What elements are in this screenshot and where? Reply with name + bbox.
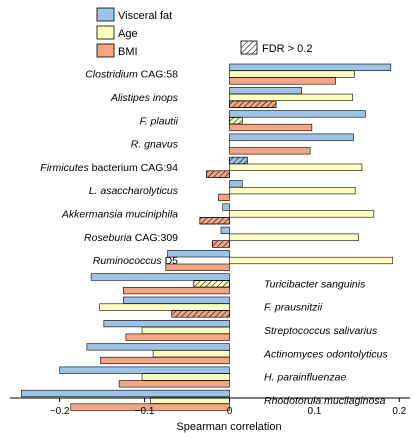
bar-bmi-3 (229, 147, 311, 155)
category-label-8: Ruminococcus D5 (93, 255, 178, 267)
bar-age-0 (229, 70, 355, 78)
legend-swatch-visceral-fat (96, 7, 115, 22)
x-tick-label-2: 0 (227, 406, 233, 417)
category-label-11: Streptococcus salivarius (264, 325, 378, 337)
category-label-13: H. parainfluenzae (264, 372, 346, 384)
bar-visceral-fat-0 (229, 63, 392, 71)
bar-age-1 (229, 93, 353, 101)
category-label-4: Firmicutes bacterium CAG:94 (40, 162, 178, 174)
bar-hatch-bmi-1 (229, 100, 277, 108)
category-label-3: R. gnavus (131, 139, 179, 151)
bar-bmi-13 (118, 380, 230, 388)
bar-age-10 (99, 303, 230, 311)
bar-visceral-fat-2 (229, 110, 366, 118)
legend-swatch-fdr-hatch (240, 40, 258, 55)
bar-hatch-bmi-7 (212, 240, 230, 248)
bar-age-6 (229, 210, 375, 218)
category-label-1: Alistipes inops (110, 92, 179, 104)
legend-label-bmi: BMI (118, 46, 138, 58)
legend-swatch-bmi (96, 43, 115, 58)
legend-swatch-age (96, 25, 115, 40)
bar-bmi-2 (229, 123, 313, 132)
x-axis-ticks: −0.2 −0.1 0 0.1 0.2 (50, 398, 407, 417)
bar-bmi-14 (70, 403, 230, 411)
x-axis: −0.2 −0.1 0 0.1 0.2 Spearman correlation (10, 397, 410, 433)
legend-label-age: Age (118, 28, 138, 40)
bar-age-4 (229, 163, 363, 171)
category-label-9: Turicibacter sanguinis (264, 278, 366, 290)
bar-hatch-bmi-4 (206, 170, 230, 178)
category-label-10: F. prausnitzii (264, 302, 323, 314)
bar-visceral-fat-10 (123, 296, 230, 304)
bar-visceral-fat-1 (229, 87, 302, 95)
bar-visceral-fat-9 (90, 273, 230, 281)
legend-label-fdr: FDR > 0.2 (262, 43, 312, 55)
bar-age-12 (152, 350, 230, 358)
category-label-12: Actinomyces odontolyticus (263, 348, 388, 360)
x-tick-label-3: 0.1 (307, 406, 321, 417)
bar-visceral-fat-14 (21, 389, 230, 398)
bar-hatch-visceral-fat-4 (229, 156, 248, 165)
bar-bmi-12 (100, 356, 230, 365)
bar-visceral-fat-7 (220, 226, 230, 235)
x-tick-label-0: −0.2 (50, 406, 70, 417)
bar-visceral-fat-5 (229, 180, 243, 188)
x-axis-label: Spearman correlation (176, 421, 281, 433)
bar-visceral-fat-8 (167, 250, 230, 258)
bar-bmi-11 (125, 333, 230, 341)
category-label-14: Rhodotorula mucilaginosa (264, 395, 386, 407)
bar-hatch-age-9 (193, 280, 230, 288)
bar-hatch-bmi-6 (199, 217, 230, 225)
category-label-6: Akkermansia muciniphila (61, 209, 178, 221)
bar-age-8 (229, 256, 393, 265)
bar-age-5 (229, 187, 356, 195)
legend-label-visceral-fat: Visceral fat (118, 10, 172, 22)
bar-hatch-bmi-10 (171, 310, 230, 318)
bar-bmi-8 (165, 263, 230, 271)
bar-visceral-fat-12 (86, 343, 230, 351)
category-label-5: L. asaccharolyticus (89, 185, 179, 197)
x-tick-label-1: −0.1 (135, 406, 155, 417)
x-tick-label-4: 0.2 (392, 406, 406, 417)
bars-layer (21, 63, 393, 411)
bar-visceral-fat-13 (59, 366, 230, 374)
bar-age-7 (229, 233, 359, 241)
bar-visceral-fat-6 (222, 203, 230, 211)
bar-bmi-9 (123, 286, 230, 295)
bar-bmi-0 (229, 77, 336, 85)
category-label-7: Roseburia CAG:309 (84, 232, 178, 244)
category-label-2: F. plautii (140, 115, 179, 127)
category-label-0: Clostridium CAG:58 (85, 69, 178, 81)
bar-age-13 (141, 373, 230, 381)
bar-bmi-5 (218, 193, 230, 202)
bar-hatch-age-2 (229, 117, 243, 125)
bar-visceral-fat-11 (103, 319, 230, 328)
bar-age-11 (141, 326, 230, 335)
bar-visceral-fat-3 (229, 133, 354, 141)
legend: Visceral fat Age BMI FDR > 0.2 (96, 7, 312, 58)
